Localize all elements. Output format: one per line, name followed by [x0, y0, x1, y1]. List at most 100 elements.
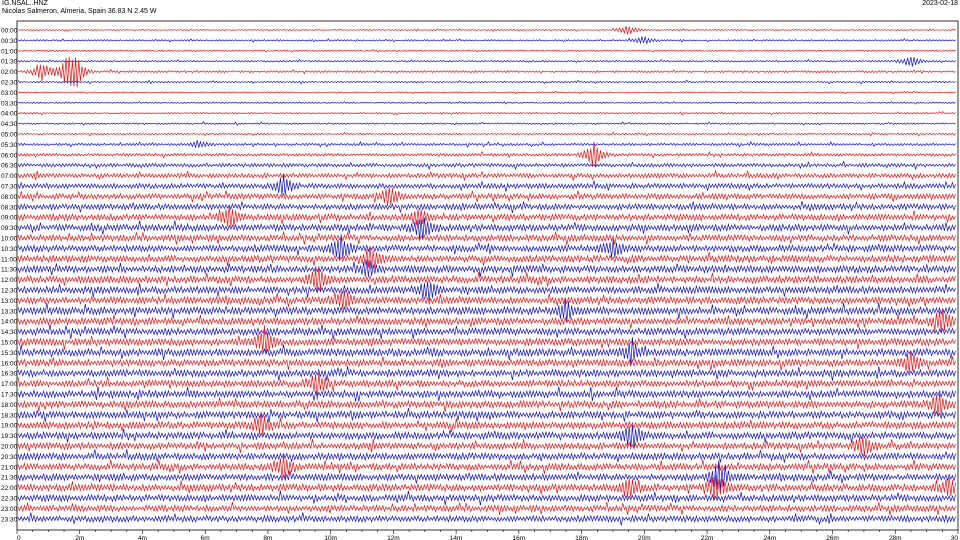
row-label-2230: 22:30 — [1, 496, 18, 503]
x-tick-label: 16m — [513, 535, 526, 540]
trace-2000 — [17, 436, 956, 457]
row-label-1230: 12:30 — [1, 288, 18, 295]
trace-0300 — [17, 90, 956, 95]
x-tick-label: 14m — [450, 535, 463, 540]
trace-1830 — [17, 407, 956, 423]
plot-frame — [16, 20, 959, 531]
row-label-0300: 03:00 — [1, 90, 18, 97]
trace-1630 — [17, 366, 956, 381]
x-tick-label: 8m — [263, 535, 272, 540]
trace-0830 — [17, 200, 956, 213]
trace-1500 — [17, 325, 956, 355]
row-label-2200: 22:00 — [1, 485, 18, 492]
row-label-1400: 14:00 — [1, 319, 18, 326]
trace-0900 — [17, 205, 956, 227]
trace-2200 — [17, 474, 956, 500]
row-label-0630: 06:30 — [1, 163, 18, 170]
row-label-0730: 07:30 — [1, 184, 18, 191]
trace-2300 — [17, 501, 956, 516]
trace-0530 — [17, 140, 956, 148]
x-tick-label: 10m — [324, 535, 337, 540]
trace-0800 — [17, 187, 956, 207]
station-code-title: IG.NSAL..HNZ — [2, 0, 48, 7]
trace-0630 — [17, 160, 956, 171]
trace-1700 — [17, 372, 956, 401]
row-label-0900: 09:00 — [1, 215, 18, 222]
row-label-1600: 16:00 — [1, 360, 18, 367]
row-label-1100: 11:00 — [1, 256, 17, 263]
row-label-0000: 00:00 — [1, 28, 18, 35]
row-label-0930: 09:30 — [1, 225, 18, 232]
plot-date: 2023-02-18 — [922, 0, 958, 7]
trace-1130 — [17, 259, 956, 278]
row-label-0200: 02:00 — [1, 69, 18, 76]
row-label-1930: 19:30 — [1, 433, 18, 440]
row-label-1900: 19:00 — [1, 423, 18, 430]
trace-0130 — [17, 56, 956, 67]
row-label-1800: 18:00 — [1, 402, 18, 409]
row-label-1000: 10:00 — [1, 236, 18, 243]
row-label-0100: 01:00 — [1, 48, 18, 55]
row-label-0600: 06:00 — [1, 152, 18, 159]
row-label-0500: 05:00 — [1, 132, 18, 139]
trace-0430 — [17, 121, 956, 126]
row-label-0400: 04:00 — [1, 111, 18, 118]
row-label-0800: 08:00 — [1, 194, 18, 201]
trace-1030 — [17, 233, 956, 261]
trace-0500 — [17, 131, 956, 137]
trace-2330 — [17, 512, 956, 526]
row-label-2300: 23:00 — [1, 506, 18, 513]
trace-1930 — [17, 424, 956, 450]
trace-1800 — [17, 393, 956, 416]
row-label-2030: 20:30 — [1, 454, 18, 461]
trace-2100 — [17, 454, 956, 480]
trace-1300 — [17, 290, 956, 310]
station-location-subtitle: Nicolas Salmeron, Almeria, Spain 36.83 N… — [2, 8, 157, 15]
trace-0330 — [17, 100, 956, 105]
x-tick-label: 0 — [17, 535, 21, 540]
trace-2230 — [17, 490, 956, 506]
row-label-0700: 07:00 — [1, 173, 18, 180]
trace-2130 — [17, 460, 956, 491]
x-tick-label: 24m — [763, 535, 776, 540]
trace-1200 — [17, 265, 956, 292]
trace-0730 — [17, 174, 956, 196]
row-label-1330: 13:30 — [1, 308, 18, 315]
trace-1900 — [17, 411, 956, 436]
row-label-0330: 03:30 — [1, 100, 18, 107]
trace-2030 — [17, 449, 956, 463]
x-tick-label: 4m — [138, 535, 147, 540]
trace-1430 — [17, 324, 956, 340]
row-label-0230: 02:30 — [1, 80, 18, 87]
trace-0100 — [17, 48, 956, 53]
row-label-1030: 10:30 — [1, 246, 18, 253]
trace-0230 — [17, 79, 956, 85]
row-label-0430: 04:30 — [1, 121, 18, 128]
row-label-2330: 23:30 — [1, 516, 18, 523]
trace-1330 — [17, 299, 956, 323]
trace-1100 — [17, 245, 956, 269]
trace-0000 — [17, 26, 956, 35]
row-label-1530: 15:30 — [1, 350, 18, 357]
row-label-2100: 21:00 — [1, 464, 18, 471]
trace-0200 — [17, 56, 956, 88]
trace-0600 — [17, 141, 956, 167]
x-tick-label: 18m — [575, 535, 588, 540]
trace-0030 — [17, 35, 956, 45]
x-tick-label: 20m — [638, 535, 651, 540]
trace-1230 — [17, 281, 956, 302]
x-tick-label: 6m — [201, 535, 210, 540]
x-tick-label: 12m — [387, 535, 400, 540]
x-tick-label: 2m — [75, 535, 84, 540]
row-label-1630: 16:30 — [1, 371, 18, 378]
row-label-1130: 11:30 — [1, 267, 17, 274]
row-label-1500: 15:00 — [1, 340, 18, 347]
row-label-2000: 20:00 — [1, 444, 18, 451]
row-label-0830: 08:30 — [1, 204, 18, 211]
row-label-2130: 21:30 — [1, 475, 18, 482]
x-tick-label: 28m — [889, 535, 902, 540]
row-label-1830: 18:30 — [1, 412, 18, 419]
row-label-0130: 01:30 — [1, 59, 18, 66]
trace-1400 — [17, 307, 956, 333]
